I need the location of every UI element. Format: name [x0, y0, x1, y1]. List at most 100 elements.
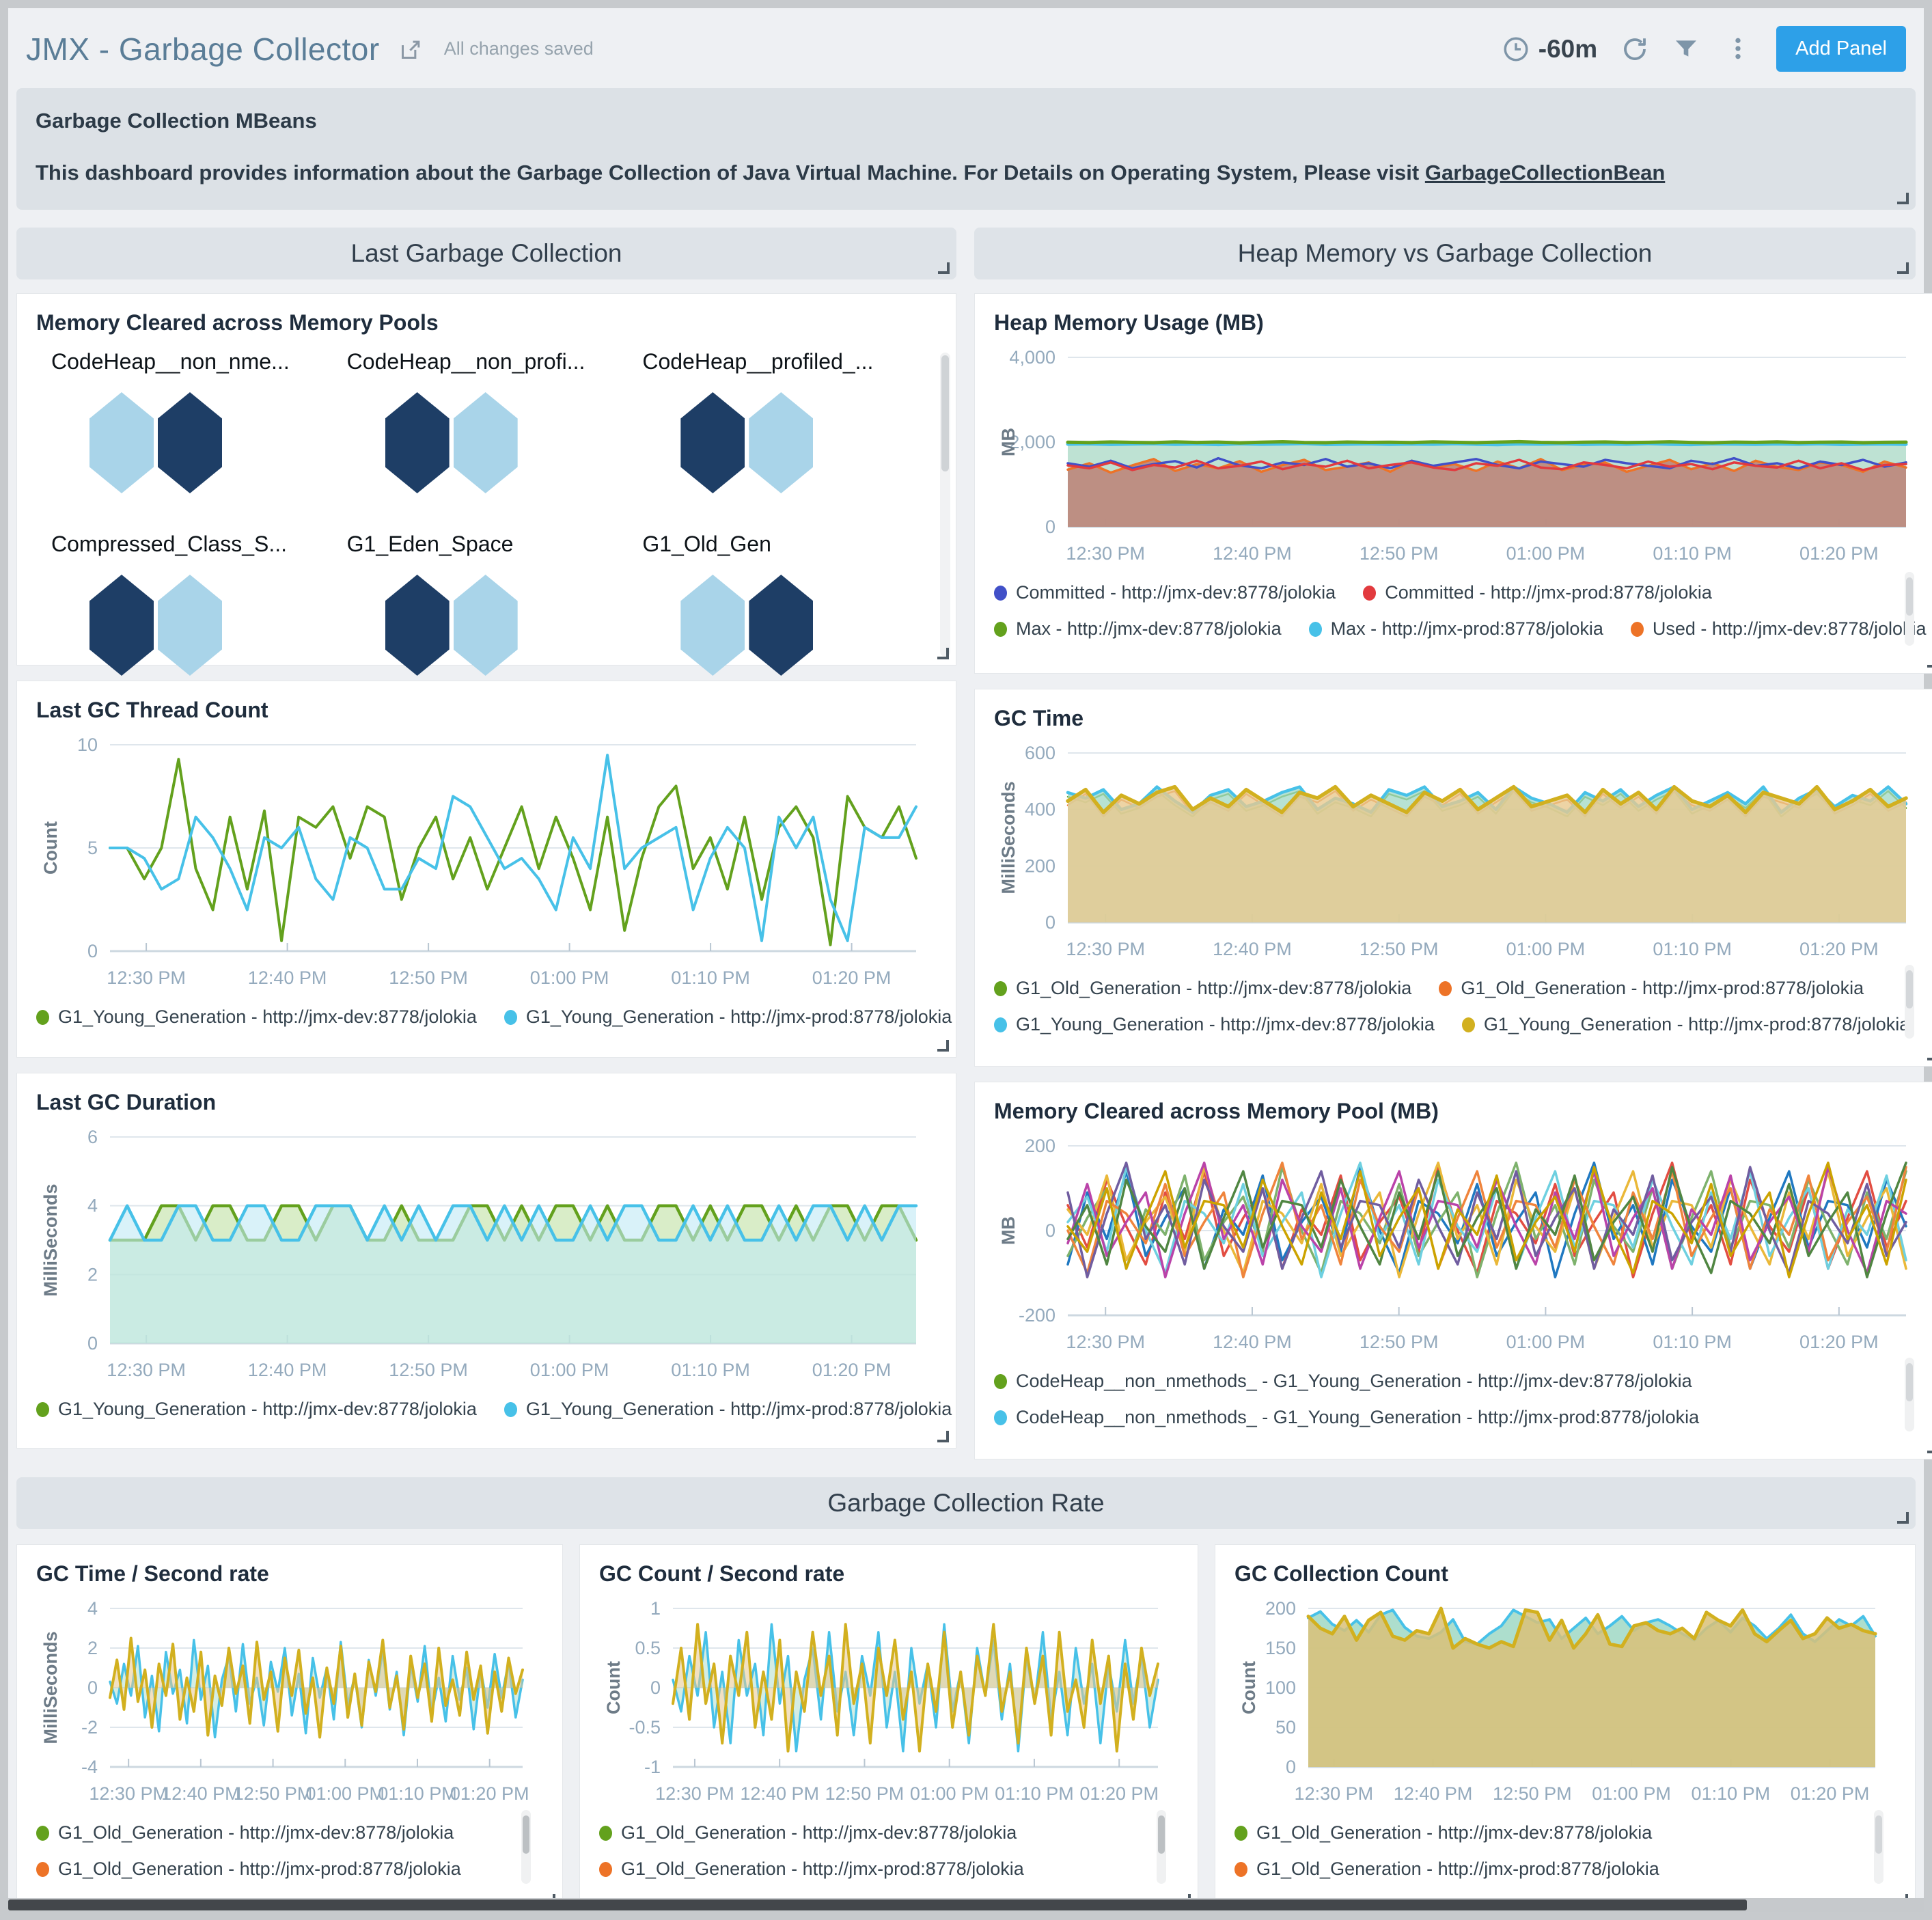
memory-pool-item[interactable]: CodeHeap__profiled_...: [634, 349, 930, 493]
share-dashboard-icon[interactable]: [398, 36, 425, 63]
kebab-menu-icon[interactable]: [1724, 35, 1753, 64]
panel-resize-handle[interactable]: [1897, 193, 1909, 204]
panel-title[interactable]: Heap Memory Usage (MB): [994, 310, 1264, 335]
legend-item[interactable]: G1_Old_Generation - http://jmx-prod:8778…: [36, 1859, 461, 1880]
panel-title[interactable]: GC Time / Second rate: [36, 1561, 269, 1586]
panel-title[interactable]: GC Time: [994, 706, 1084, 730]
row-resize-handle[interactable]: [938, 262, 950, 274]
panel-title[interactable]: Last GC Thread Count: [36, 698, 268, 722]
svg-text:12:30 PM: 12:30 PM: [1066, 1332, 1145, 1352]
legend-item[interactable]: Used - http://jmx-dev:8778/jolokia: [1630, 618, 1927, 640]
panel-resize-handle[interactable]: [1927, 1049, 1932, 1060]
panel-title[interactable]: GC Count / Second rate: [599, 1561, 845, 1586]
legend-item[interactable]: G1_Young_Generation - http://jmx-dev:877…: [36, 1399, 477, 1420]
legend-scrollbar[interactable]: [1874, 1810, 1883, 1884]
svg-text:100: 100: [1265, 1677, 1296, 1698]
legend-item[interactable]: G1_Old_Generation - http://jmx-dev:8778/…: [1234, 1822, 1652, 1843]
legend-item[interactable]: G1_Old_Generation - http://jmx-dev:8778/…: [994, 978, 1411, 999]
legend-scrollbar[interactable]: [1905, 965, 1914, 1039]
svg-text:2: 2: [87, 1638, 98, 1658]
chart-gc-time[interactable]: 0 200 400 600 12:30 PM 12:40 PM 12:50 PM 01:00 …: [994, 735, 1927, 966]
legend-item[interactable]: G1_Young_Generation - http://jmx-prod:87…: [503, 1006, 952, 1028]
memory-pool-item[interactable]: G1_Old_Gen: [634, 532, 930, 676]
panel-title[interactable]: Last GC Duration: [36, 1090, 217, 1114]
chart-gc-collection-count[interactable]: 0 50 100 150 200 12:30 PM 12:40 PM 12:50 PM 01:0…: [1234, 1591, 1896, 1811]
hexagon-pair: [339, 392, 564, 493]
add-panel-button[interactable]: Add Panel: [1776, 26, 1906, 72]
memory-pool-item[interactable]: CodeHeap__non_profi...: [339, 349, 635, 493]
panel-resize-handle[interactable]: [1927, 1442, 1932, 1453]
legend-item[interactable]: G1_Old_Generation - http://jmx-prod:8778…: [1234, 1859, 1659, 1880]
panel-resize-handle[interactable]: [1927, 656, 1932, 668]
right-column: Heap Memory Usage (MB) 0 2,000 4,000 12:30 …: [974, 293, 1932, 1459]
svg-text:01:20 PM: 01:20 PM: [1799, 543, 1879, 564]
legend-item[interactable]: G1_Old_Generation - http://jmx-dev:8778/…: [36, 1822, 454, 1843]
svg-text:01:00 PM: 01:00 PM: [305, 1783, 385, 1804]
chart-legend: G1_Old_Generation - http://jmx-dev:8778/…: [36, 1815, 543, 1887]
memory-pool-item[interactable]: G1_Eden_Space: [339, 532, 635, 676]
chart-heap-memory-usage[interactable]: 0 2,000 4,000 12:30 PM 12:40 PM 12:50 PM 01:00…: [994, 340, 1927, 571]
svg-text:1: 1: [650, 1598, 661, 1619]
panel-title[interactable]: Memory Cleared across Memory Pools: [36, 310, 439, 335]
row-header-garbage-collection-rate[interactable]: Garbage Collection Rate: [16, 1477, 1916, 1529]
memory-pool-item[interactable]: Compressed_Class_S...: [43, 532, 339, 676]
chart-legend: G1_Old_Generation - http://jmx-dev:8778/…: [1234, 1815, 1896, 1887]
legend-item[interactable]: G1_Young_Generation - http://jmx-dev:877…: [994, 1014, 1435, 1035]
legend-item[interactable]: Max - http://jmx-dev:8778/jolokia: [994, 618, 1282, 640]
filter-icon[interactable]: [1672, 35, 1701, 64]
hexagon-pair: [634, 392, 859, 493]
hexagon-light-icon: [89, 392, 154, 493]
panel-title[interactable]: Memory Cleared across Memory Pool (MB): [994, 1099, 1439, 1123]
panel-resize-handle[interactable]: [937, 1040, 949, 1052]
svg-text:5: 5: [87, 838, 98, 858]
svg-text:-0.5: -0.5: [629, 1717, 661, 1738]
time-range-picker[interactable]: -60m: [1502, 35, 1597, 64]
refresh-icon[interactable]: [1620, 35, 1649, 64]
legend-scrollbar[interactable]: [1905, 1358, 1914, 1431]
chart-memory-cleared-pool[interactable]: -200 0 200 12:30 PM 12:40 PM 12:50 PM 01:00 PM…: [994, 1128, 1927, 1359]
chart-last-gc-thread-count[interactable]: 0 5 10 12:30 PM 12:40 PM 12:50 PM 01:00 PM 01:1…: [36, 727, 937, 995]
bottom-grid: GC Time / Second rate -4 -2 0 2 4 12:30 PM 12:…: [8, 1544, 1924, 1912]
garbage-collection-bean-link[interactable]: GarbageCollectionBean: [1424, 161, 1666, 184]
legend-scrollbar[interactable]: [521, 1810, 531, 1884]
chart-last-gc-duration[interactable]: 0 2 4 6 12:30 PM 12:40 PM 12:50 PM 01:00 PM 01:1…: [36, 1119, 937, 1387]
row-resize-handle[interactable]: [1897, 1512, 1909, 1524]
legend-item[interactable]: Max - http://jmx-prod:8778/jolokia: [1308, 618, 1603, 640]
panel-scrollbar[interactable]: [940, 353, 950, 657]
svg-text:MB: MB: [998, 1216, 1019, 1245]
svg-text:0: 0: [650, 1677, 661, 1698]
legend-item[interactable]: G1_Old_Generation - http://jmx-dev:8778/…: [599, 1822, 1017, 1843]
legend-color-dot: [36, 1861, 49, 1877]
chart-gc-time-second-rate[interactable]: -4 -2 0 2 4 12:30 PM 12:40 PM 12:50 PM 01:00 PM 0…: [36, 1591, 543, 1811]
panel-resize-handle[interactable]: [937, 1431, 949, 1442]
legend-item[interactable]: CodeHeap__non_nmethods_ - G1_Young_Gener…: [994, 1407, 1699, 1428]
svg-text:12:50 PM: 12:50 PM: [1360, 939, 1439, 959]
legend-scrollbar[interactable]: [1157, 1810, 1166, 1884]
svg-text:200: 200: [1025, 1136, 1055, 1156]
row-resize-handle[interactable]: [1897, 262, 1909, 274]
panel-resize-handle[interactable]: [937, 648, 949, 659]
legend-color-dot: [503, 1009, 517, 1025]
legend-item[interactable]: G1_Young_Generation - http://jmx-dev:877…: [36, 1006, 477, 1028]
legend-item[interactable]: G1_Young_Generation - http://jmx-prod:87…: [1461, 1014, 1909, 1035]
legend-item[interactable]: Committed - http://jmx-dev:8778/jolokia: [994, 582, 1336, 603]
legend-scrollbar[interactable]: [1905, 572, 1914, 646]
chart-gc-count-second-rate[interactable]: -1 -0.5 0 0.5 1 12:30 PM 12:40 PM 12:50 PM 01:00…: [599, 1591, 1178, 1811]
svg-text:12:40 PM: 12:40 PM: [740, 1783, 819, 1804]
row-header-heap-vs-gc[interactable]: Heap Memory vs Garbage Collection: [974, 228, 1916, 279]
svg-text:01:00 PM: 01:00 PM: [1506, 939, 1586, 959]
dashboard-title[interactable]: JMX - Garbage Collector: [26, 31, 380, 67]
legend-item[interactable]: Committed - http://jmx-prod:8778/jolokia: [1363, 582, 1712, 603]
legend-item[interactable]: G1_Old_Generation - http://jmx-prod:8778…: [599, 1859, 1024, 1880]
panel-gc-time: GC Time 0 200 400 600 12:30 PM 12:40 PM 12:50 …: [974, 689, 1932, 1067]
row-header-last-garbage-collection[interactable]: Last Garbage Collection: [16, 228, 956, 279]
legend-item[interactable]: CodeHeap__non_nmethods_ - G1_Young_Gener…: [994, 1371, 1692, 1392]
svg-text:12:30 PM: 12:30 PM: [1066, 939, 1145, 959]
legend-item[interactable]: G1_Young_Generation - http://jmx-prod:87…: [503, 1399, 952, 1420]
legend-item[interactable]: G1_Old_Generation - http://jmx-prod:8778…: [1439, 978, 1864, 999]
svg-text:0: 0: [1286, 1757, 1296, 1777]
memory-pool-item[interactable]: CodeHeap__non_nme...: [43, 349, 339, 493]
hexagon-pair: [43, 575, 268, 676]
page-horizontal-scrollbar[interactable]: [8, 1898, 1924, 1912]
panel-title[interactable]: GC Collection Count: [1234, 1561, 1448, 1586]
